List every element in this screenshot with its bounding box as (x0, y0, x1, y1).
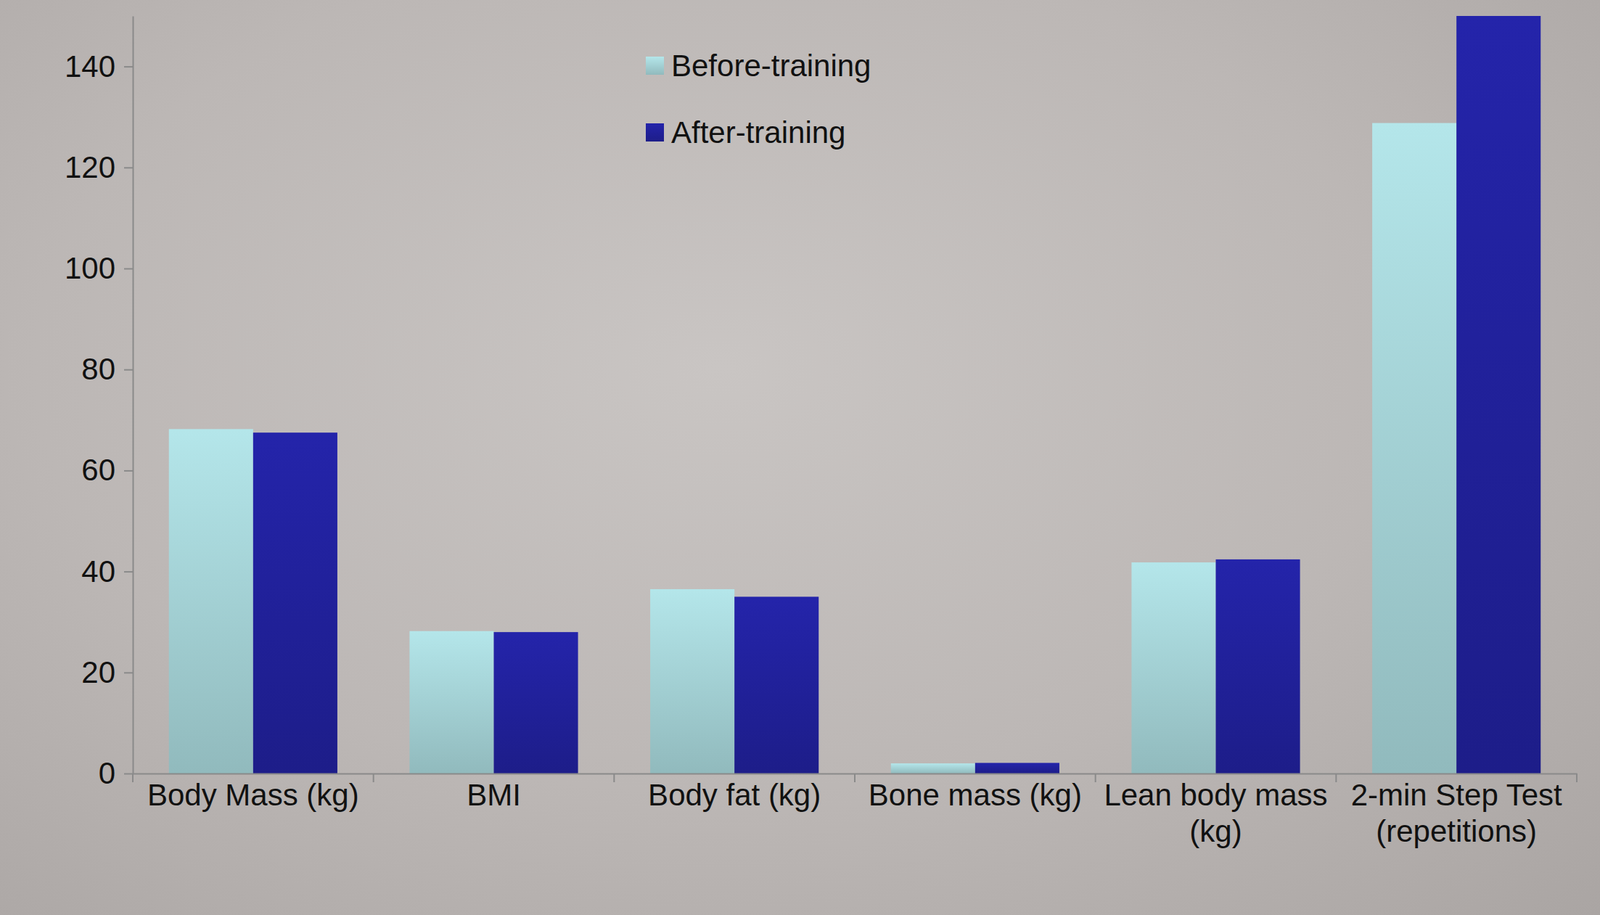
x-tick-label: 2-min Step Test(repetitions) (1351, 777, 1563, 849)
y-axis: 0 20 40 60 80 100 120 140 (64, 16, 134, 791)
y-tick-label: 120 (64, 150, 116, 185)
x-separator (1094, 773, 1097, 783)
x-separator (372, 773, 375, 783)
y-tick: 60 (81, 452, 133, 487)
y-tick-mark (124, 571, 133, 573)
x-separator (1335, 773, 1337, 783)
y-tick-label: 0 (98, 756, 116, 791)
x-tick: BMI (466, 773, 521, 812)
y-tick: 0 (98, 756, 133, 791)
y-tick: 100 (64, 251, 133, 286)
y-tick-label: 40 (81, 554, 116, 589)
x-tick-label: BMI (466, 777, 521, 812)
x-tick-label: Body fat (kg) (647, 777, 821, 812)
y-tick-mark (124, 671, 133, 674)
x-tick-label-line: Body fat (kg) (647, 777, 821, 812)
legend-label: Before-training (671, 48, 871, 83)
y-axis-line (132, 16, 135, 775)
x-tick-label: Bone mass (kg) (868, 777, 1082, 812)
bar (169, 428, 254, 774)
chart: 020406080100120140Body Mass (kg)BMIBody … (0, 0, 1600, 915)
bar (650, 589, 735, 774)
x-axis: Body Mass (kg) BMI Body fat (kg) Bone mass … (132, 773, 1578, 849)
legend: Before-training After-training (645, 48, 871, 150)
x-tick-label-line: BMI (466, 777, 521, 812)
y-tick-label: 140 (64, 49, 116, 84)
y-tick-mark (124, 470, 133, 472)
legend-label: After-training (671, 115, 846, 150)
x-tick-label: Body Mass (kg) (147, 777, 360, 812)
bar (975, 762, 1060, 774)
x-tick: Body Mass (kg) (147, 773, 360, 812)
legend-swatch (645, 123, 664, 142)
y-tick: 20 (81, 655, 133, 690)
legend-item: Before-training (645, 48, 871, 83)
bar (1372, 123, 1457, 774)
x-tick-label-line: Bone mass (kg) (868, 777, 1082, 812)
y-tick: 120 (64, 150, 133, 185)
bars (169, 15, 1542, 774)
y-tick-mark (124, 166, 133, 169)
x-separator (854, 773, 856, 783)
plot: 020406080100120140Body Mass (kg)BMIBody … (64, 15, 1578, 849)
bar (494, 632, 579, 774)
x-tick-label-line: 2-min Step Test (1351, 777, 1563, 812)
x-tick: Lean body mass(kg) (1103, 773, 1328, 849)
y-tick-label: 100 (64, 251, 116, 286)
bar (1456, 15, 1541, 774)
x-tick-label-line: (kg) (1189, 814, 1242, 849)
x-tick-label-line: Lean body mass (1103, 777, 1328, 812)
y-tick-mark (124, 66, 133, 68)
y-tick-mark (124, 369, 133, 371)
y-tick-mark (124, 268, 133, 270)
bar (1216, 559, 1301, 774)
x-separator (613, 773, 615, 783)
x-separator (1576, 773, 1578, 783)
bar (1131, 562, 1216, 774)
x-tick: Body fat (kg) (647, 773, 821, 812)
y-tick: 80 (81, 351, 133, 387)
y-tick-label: 20 (81, 655, 116, 690)
legend-item: After-training (645, 115, 846, 150)
y-tick: 140 (64, 49, 133, 84)
y-tick-mark (124, 773, 133, 775)
bar (409, 631, 494, 774)
y-tick-label: 60 (81, 452, 116, 487)
bar (253, 432, 338, 774)
y-tick: 40 (81, 554, 133, 589)
x-tick: 2-min Step Test(repetitions) (1351, 773, 1563, 849)
x-tick: Bone mass (kg) (868, 773, 1082, 812)
x-tick-label-line: Body Mass (kg) (147, 777, 360, 812)
y-tick-label: 80 (81, 351, 116, 387)
x-tick-label: Lean body mass(kg) (1103, 777, 1328, 849)
bar (734, 596, 819, 774)
x-separator (132, 773, 134, 783)
bar (891, 763, 976, 774)
legend-swatch (645, 56, 664, 75)
x-tick-label-line: (repetitions) (1375, 814, 1537, 849)
